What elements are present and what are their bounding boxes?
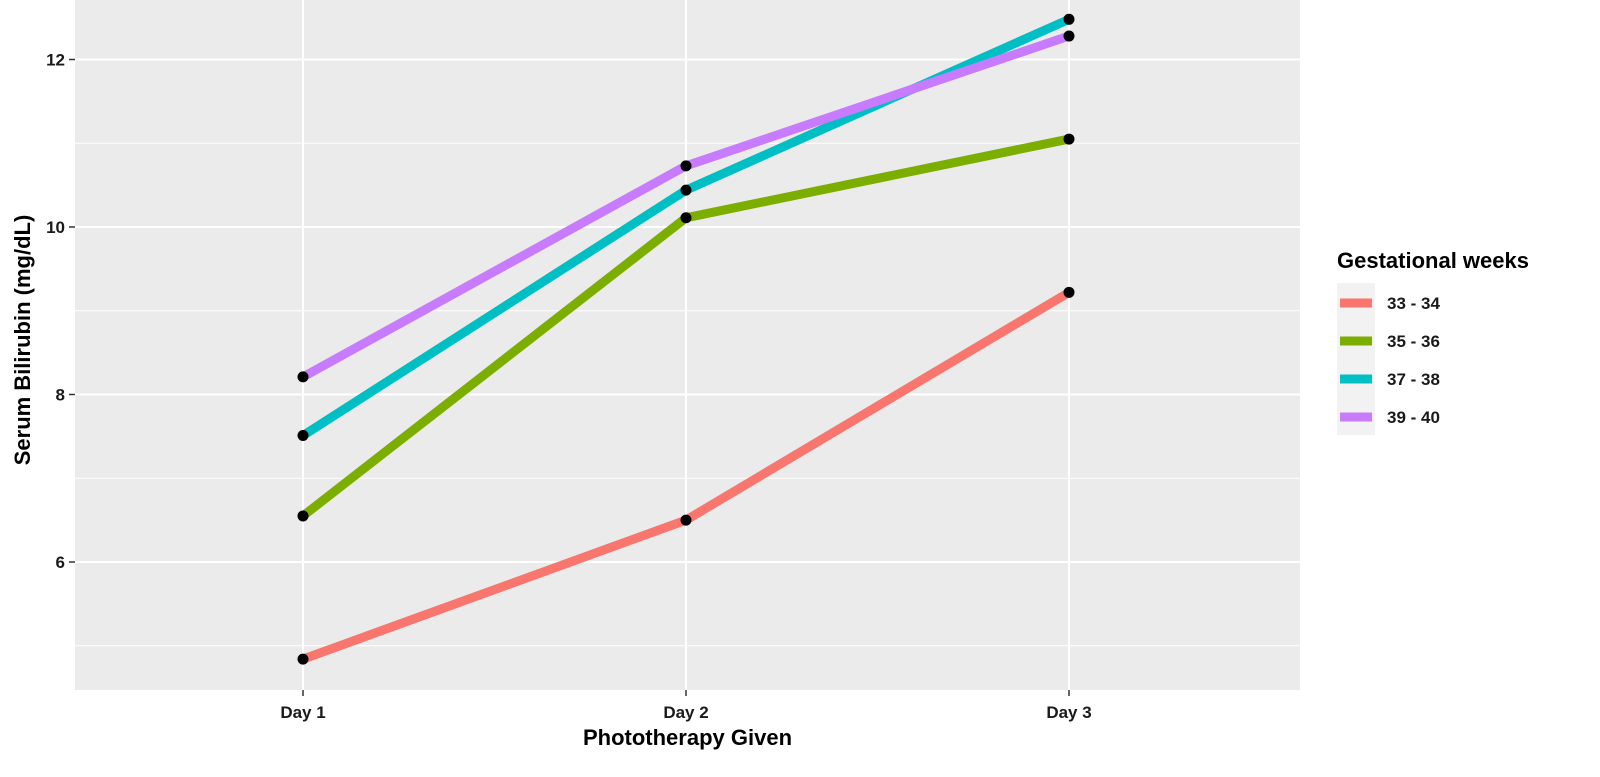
legend-items: 33 - 34 35 - 36 37 - 38 39 - 40 [1340, 294, 1440, 427]
data-point [1063, 13, 1075, 25]
data-point [680, 184, 692, 196]
data-point [680, 160, 692, 172]
legend-label: 39 - 40 [1387, 408, 1440, 427]
data-point [1063, 286, 1075, 298]
x-axis: Day 1 Day 2 Day 3 [280, 690, 1092, 722]
y-tick-label: 8 [56, 386, 65, 405]
legend-key-background [1337, 283, 1375, 435]
data-point [297, 371, 309, 383]
major-gridlines [75, 0, 1300, 690]
x-axis-title: Phototherapy Given [583, 725, 792, 750]
data-point [297, 510, 309, 522]
minor-gridlines [75, 142, 1300, 647]
legend-label: 35 - 36 [1387, 332, 1440, 351]
y-tick-label: 6 [56, 553, 65, 572]
x-tick-label: Day 3 [1046, 703, 1091, 722]
data-point [1063, 30, 1075, 42]
x-tick-label: Day 2 [663, 703, 708, 722]
legend-label: 37 - 38 [1387, 370, 1440, 389]
data-point [297, 653, 309, 665]
data-point [680, 212, 692, 224]
y-tick-label: 10 [46, 218, 65, 237]
data-point [1063, 133, 1075, 145]
x-tick-label: Day 1 [280, 703, 325, 722]
y-axis-title: Serum Bilirubin (mg/dL) [10, 215, 35, 466]
series-points [297, 13, 1075, 665]
y-tick-label: 12 [46, 51, 65, 70]
data-point [297, 430, 309, 442]
data-point [680, 514, 692, 526]
plot-panel [75, 0, 1300, 690]
y-axis: 6 8 10 12 [46, 51, 75, 572]
legend-label: 33 - 34 [1387, 294, 1440, 313]
legend-title: Gestational weeks [1337, 248, 1529, 273]
